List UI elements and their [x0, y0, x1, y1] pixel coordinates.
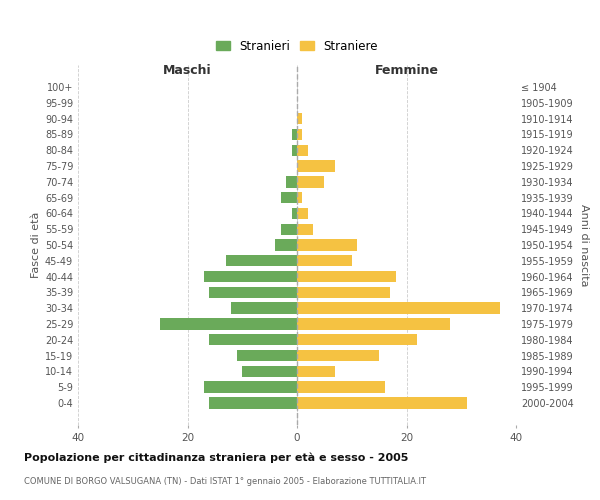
Bar [297, 113, 302, 124]
Bar [297, 160, 335, 172]
Bar [297, 286, 390, 298]
Bar [297, 240, 357, 250]
Text: Maschi: Maschi [163, 64, 212, 77]
Bar [204, 271, 297, 282]
Bar [292, 144, 297, 156]
Bar [292, 128, 297, 140]
Bar [297, 271, 395, 282]
Text: Femmine: Femmine [374, 64, 439, 77]
Bar [297, 302, 500, 314]
Bar [209, 286, 297, 298]
Bar [297, 255, 352, 266]
Bar [209, 398, 297, 408]
Bar [226, 255, 297, 266]
Bar [160, 318, 297, 330]
Bar [204, 382, 297, 393]
Bar [297, 398, 467, 408]
Text: Popolazione per cittadinanza straniera per età e sesso - 2005: Popolazione per cittadinanza straniera p… [24, 452, 409, 463]
Bar [275, 240, 297, 250]
Bar [297, 176, 325, 188]
Y-axis label: Anni di nascita: Anni di nascita [579, 204, 589, 286]
Bar [281, 224, 297, 235]
Bar [297, 382, 385, 393]
Bar [297, 128, 302, 140]
Bar [297, 144, 308, 156]
Bar [209, 334, 297, 345]
Bar [297, 224, 313, 235]
Text: COMUNE DI BORGO VALSUGANA (TN) - Dati ISTAT 1° gennaio 2005 - Elaborazione TUTTI: COMUNE DI BORGO VALSUGANA (TN) - Dati IS… [24, 478, 426, 486]
Bar [237, 350, 297, 362]
Bar [242, 366, 297, 377]
Legend: Stranieri, Straniere: Stranieri, Straniere [211, 35, 383, 58]
Bar [297, 350, 379, 362]
Bar [297, 208, 308, 219]
Bar [297, 334, 418, 345]
Bar [232, 302, 297, 314]
Bar [297, 192, 302, 203]
Bar [297, 318, 450, 330]
Bar [292, 208, 297, 219]
Bar [297, 366, 335, 377]
Y-axis label: Fasce di età: Fasce di età [31, 212, 41, 278]
Bar [286, 176, 297, 188]
Bar [281, 192, 297, 203]
